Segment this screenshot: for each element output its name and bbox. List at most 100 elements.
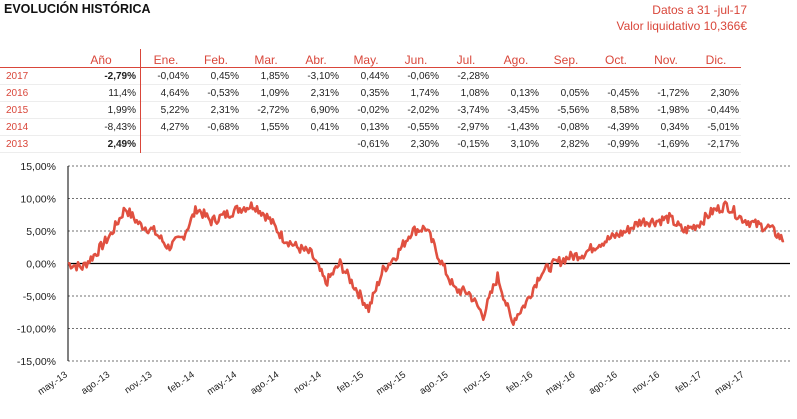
monthly-return: 3,10% xyxy=(510,138,539,150)
month-header: Oct. xyxy=(604,53,627,67)
month-header: Dic. xyxy=(705,53,727,67)
row-year: 2015 xyxy=(6,104,29,116)
x-tick-label: ago.-13 xyxy=(79,369,112,396)
month-header: Nov. xyxy=(654,53,678,67)
monthly-return: -0,99% xyxy=(607,138,639,150)
monthly-return: 2,82% xyxy=(560,138,589,150)
monthly-return: -2,28% xyxy=(457,70,489,82)
monthly-return: 1,74% xyxy=(410,87,439,99)
x-tick-label: may.-14 xyxy=(205,369,239,397)
returns-row: 2013 2,49% -0,61% 2,30% -0,15% 3,10% 2,82% -0,9… xyxy=(0,135,741,153)
y-tick-label: -5,00% xyxy=(23,291,56,303)
x-tick-label: feb.-15 xyxy=(335,369,366,395)
row-year: 2017 xyxy=(6,70,29,82)
monthly-return: -2,17% xyxy=(707,138,739,150)
x-tick-label: nov.-15 xyxy=(461,369,493,396)
monthly-return: -0,02% xyxy=(357,104,389,116)
month-header: Jul. xyxy=(456,53,476,67)
monthly-return: 2,31% xyxy=(210,104,239,116)
y-tick-label: 0,00% xyxy=(26,259,56,271)
x-tick-label: may.-17 xyxy=(713,369,747,397)
y-axis-ticks: 15,00% 10,00% 5,00% 0,00% -5,00% -10,00% -15,0… xyxy=(17,161,56,368)
monthly-return: -0,08% xyxy=(557,121,589,133)
monthly-return xyxy=(291,136,341,153)
y-tick-label: 10,00% xyxy=(20,194,56,206)
monthly-return: 0,45% xyxy=(210,70,239,82)
x-tick-label: feb.-16 xyxy=(504,369,535,395)
monthly-return: -3,10% xyxy=(307,70,339,82)
returns-table: Año Ene. Feb. Mar. Abr. May. Jun. Jul. A… xyxy=(0,49,741,153)
monthly-return: -0,55% xyxy=(407,121,439,133)
monthly-return: 6,90% xyxy=(310,104,339,116)
monthly-return: 1,85% xyxy=(260,70,289,82)
row-year: 2014 xyxy=(6,121,29,133)
monthly-return: -5,56% xyxy=(557,104,589,116)
monthly-return: 1,55% xyxy=(260,121,289,133)
y-tick-label: 15,00% xyxy=(20,161,56,173)
returns-table-header: Año Ene. Feb. Mar. Abr. May. Jun. Jul. A… xyxy=(0,49,741,68)
returns-row: 2016 11,4% 4,64% -0,53% 1,09% 2,31% 0,35% 1,74%… xyxy=(0,84,741,102)
x-tick-label: may.-15 xyxy=(374,369,408,397)
monthly-return: -0,15% xyxy=(457,138,489,150)
month-header: Ago. xyxy=(503,53,529,67)
annual-return: 1,99% xyxy=(66,101,141,119)
monthly-return: 0,13% xyxy=(510,87,539,99)
x-tick-label: nov.-16 xyxy=(630,369,662,396)
x-tick-label: ago.-15 xyxy=(418,369,451,396)
monthly-return: -3,45% xyxy=(507,104,539,116)
monthly-return: 0,13% xyxy=(360,121,389,133)
monthly-return: 2,30% xyxy=(710,87,739,99)
nav-series-line xyxy=(67,200,785,326)
annual-return: 2,49% xyxy=(66,135,141,153)
monthly-return xyxy=(241,136,291,153)
x-tick-label: feb.-17 xyxy=(674,369,705,395)
returns-row: 2017 -2,79% -0,04% 0,45% 1,85% -3,10% 0,44% -0,… xyxy=(0,67,741,85)
monthly-return: 0,41% xyxy=(310,121,339,133)
x-tick-label: nov.-13 xyxy=(123,369,155,396)
monthly-return: -0,45% xyxy=(607,87,639,99)
monthly-return xyxy=(591,68,641,85)
monthly-return: -0,06% xyxy=(407,70,439,82)
monthly-return: -1,98% xyxy=(657,104,689,116)
x-tick-label: may.-16 xyxy=(543,369,577,397)
monthly-return xyxy=(141,136,192,153)
monthly-return: -0,44% xyxy=(707,104,739,116)
x-tick-label: feb.-14 xyxy=(166,369,197,395)
section-title: EVOLUCIÓN HISTÓRICA xyxy=(4,2,151,16)
y-tick-label: -10,00% xyxy=(17,324,56,336)
annual-return: 11,4% xyxy=(66,84,141,102)
monthly-return xyxy=(191,136,241,153)
monthly-return: -0,04% xyxy=(157,70,189,82)
monthly-return: -3,74% xyxy=(457,104,489,116)
chart-gridlines xyxy=(67,165,790,362)
x-tick-label: may.-13 xyxy=(36,369,70,397)
monthly-return: 1,08% xyxy=(460,87,489,99)
monthly-return xyxy=(641,68,691,85)
monthly-return: 0,44% xyxy=(360,70,389,82)
x-tick-label: nov.-14 xyxy=(292,369,324,396)
month-header: Jun. xyxy=(404,53,428,67)
monthly-return: -2,97% xyxy=(457,121,489,133)
monthly-return: 5,22% xyxy=(160,104,189,116)
x-tick-label: ago.-16 xyxy=(587,369,620,396)
y-tick-label: 5,00% xyxy=(26,226,56,238)
x-tick-label: ago.-14 xyxy=(249,369,282,396)
year-header: Año xyxy=(66,49,141,68)
row-year: 2016 xyxy=(6,87,29,99)
monthly-return: -1,43% xyxy=(507,121,539,133)
monthly-return: -2,02% xyxy=(407,104,439,116)
monthly-return: -1,72% xyxy=(657,87,689,99)
monthly-return: -5,01% xyxy=(707,121,739,133)
monthly-return: -2,72% xyxy=(257,104,289,116)
monthly-return: 0,34% xyxy=(660,121,689,133)
monthly-return: 8,58% xyxy=(610,104,639,116)
monthly-return xyxy=(491,68,541,85)
returns-row: 2015 1,99% 5,22% 2,31% -2,72% 6,90% -0,02% -2,0… xyxy=(0,101,741,119)
monthly-return: 0,35% xyxy=(360,87,389,99)
chart-series xyxy=(67,200,785,326)
year-column-spacer xyxy=(0,49,66,68)
month-header: Abr. xyxy=(305,53,327,67)
monthly-return: 4,27% xyxy=(160,121,189,133)
annual-return: -8,43% xyxy=(66,118,141,136)
monthly-return: -0,61% xyxy=(357,138,389,150)
